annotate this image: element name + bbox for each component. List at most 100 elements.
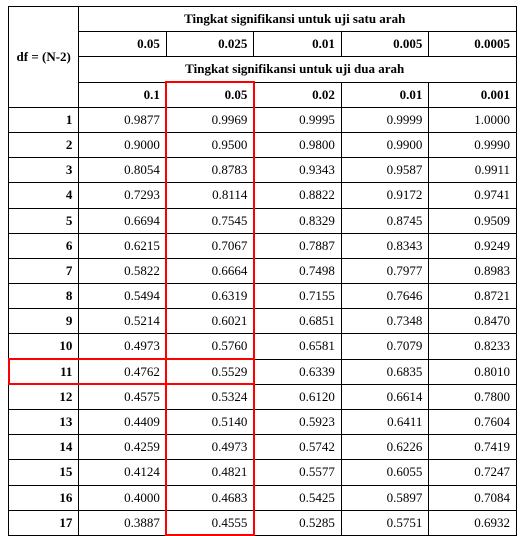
df-cell: 17 bbox=[9, 510, 79, 535]
one-tail-levels-row: 0.05 0.025 0.01 0.005 0.0005 bbox=[9, 32, 517, 57]
table-row: 30.80540.87830.93430.95870.9911 bbox=[9, 158, 517, 183]
value-cell: 0.7247 bbox=[429, 460, 517, 485]
table-row: 140.42590.49730.57420.62260.7419 bbox=[9, 435, 517, 460]
two-tail-level: 0.001 bbox=[429, 82, 517, 107]
value-cell: 0.6835 bbox=[341, 359, 429, 384]
value-cell: 0.5742 bbox=[254, 435, 342, 460]
df-cell: 14 bbox=[9, 435, 79, 460]
one-tail-level: 0.05 bbox=[79, 32, 167, 57]
df-cell: 8 bbox=[9, 284, 79, 309]
value-cell: 0.6319 bbox=[166, 284, 254, 309]
value-cell: 0.9172 bbox=[341, 183, 429, 208]
df-cell: 1 bbox=[9, 107, 79, 132]
value-cell: 0.7084 bbox=[429, 485, 517, 510]
value-cell: 0.9999 bbox=[341, 107, 429, 132]
value-cell: 0.8343 bbox=[341, 233, 429, 258]
value-cell: 0.4575 bbox=[79, 384, 167, 409]
value-cell: 0.8010 bbox=[429, 359, 517, 384]
df-cell: 6 bbox=[9, 233, 79, 258]
value-cell: 0.8745 bbox=[341, 208, 429, 233]
value-cell: 0.7348 bbox=[341, 309, 429, 334]
table-row: 150.41240.48210.55770.60550.7247 bbox=[9, 460, 517, 485]
value-cell: 0.7604 bbox=[429, 410, 517, 435]
table-row: 100.49730.57600.65810.70790.8233 bbox=[9, 334, 517, 359]
value-cell: 0.6614 bbox=[341, 384, 429, 409]
value-cell: 0.4973 bbox=[79, 334, 167, 359]
table-row: 90.52140.60210.68510.73480.8470 bbox=[9, 309, 517, 334]
value-cell: 0.7293 bbox=[79, 183, 167, 208]
table-row: 110.47620.55290.63390.68350.8010 bbox=[9, 359, 517, 384]
value-cell: 0.8233 bbox=[429, 334, 517, 359]
value-cell: 0.5494 bbox=[79, 284, 167, 309]
value-cell: 0.9877 bbox=[79, 107, 167, 132]
value-cell: 0.5822 bbox=[79, 258, 167, 283]
value-cell: 0.9249 bbox=[429, 233, 517, 258]
table-row: 10.98770.99690.99950.99991.0000 bbox=[9, 107, 517, 132]
value-cell: 0.6215 bbox=[79, 233, 167, 258]
one-tail-level: 0.01 bbox=[254, 32, 342, 57]
value-cell: 0.8114 bbox=[166, 183, 254, 208]
value-cell: 0.4124 bbox=[79, 460, 167, 485]
value-cell: 0.7155 bbox=[254, 284, 342, 309]
value-cell: 0.4555 bbox=[166, 510, 254, 535]
value-cell: 0.9000 bbox=[79, 132, 167, 157]
table-row: 130.44090.51400.59230.64110.7604 bbox=[9, 410, 517, 435]
two-tail-header: Tingkat signifikansi untuk uji dua arah bbox=[79, 57, 517, 82]
value-cell: 0.9509 bbox=[429, 208, 517, 233]
df-header: df = (N-2) bbox=[9, 7, 79, 108]
value-cell: 0.5897 bbox=[341, 485, 429, 510]
value-cell: 0.4762 bbox=[79, 359, 167, 384]
value-cell: 0.3887 bbox=[79, 510, 167, 535]
value-cell: 0.8329 bbox=[254, 208, 342, 233]
one-tail-level: 0.0005 bbox=[429, 32, 517, 57]
value-cell: 0.9587 bbox=[341, 158, 429, 183]
value-cell: 0.6055 bbox=[341, 460, 429, 485]
value-cell: 0.5214 bbox=[79, 309, 167, 334]
value-cell: 0.4409 bbox=[79, 410, 167, 435]
df-cell: 11 bbox=[9, 359, 79, 384]
value-cell: 0.7887 bbox=[254, 233, 342, 258]
value-cell: 0.6339 bbox=[254, 359, 342, 384]
value-cell: 0.5324 bbox=[166, 384, 254, 409]
value-cell: 0.9500 bbox=[166, 132, 254, 157]
df-cell: 7 bbox=[9, 258, 79, 283]
table-row: 50.66940.75450.83290.87450.9509 bbox=[9, 208, 517, 233]
value-cell: 0.7419 bbox=[429, 435, 517, 460]
df-cell: 12 bbox=[9, 384, 79, 409]
value-cell: 0.8822 bbox=[254, 183, 342, 208]
value-cell: 0.5751 bbox=[341, 510, 429, 535]
value-cell: 0.6664 bbox=[166, 258, 254, 283]
value-cell: 0.9969 bbox=[166, 107, 254, 132]
value-cell: 0.7800 bbox=[429, 384, 517, 409]
df-cell: 13 bbox=[9, 410, 79, 435]
table-row: 70.58220.66640.74980.79770.8983 bbox=[9, 258, 517, 283]
value-cell: 0.5577 bbox=[254, 460, 342, 485]
value-cell: 0.6851 bbox=[254, 309, 342, 334]
value-cell: 0.4683 bbox=[166, 485, 254, 510]
value-cell: 0.9741 bbox=[429, 183, 517, 208]
value-cell: 0.5760 bbox=[166, 334, 254, 359]
value-cell: 0.5425 bbox=[254, 485, 342, 510]
value-cell: 0.6411 bbox=[341, 410, 429, 435]
value-cell: 0.6120 bbox=[254, 384, 342, 409]
value-cell: 0.9995 bbox=[254, 107, 342, 132]
value-cell: 0.7079 bbox=[341, 334, 429, 359]
value-cell: 0.8783 bbox=[166, 158, 254, 183]
two-tail-levels-row: 0.1 0.05 0.02 0.01 0.001 bbox=[9, 82, 517, 107]
value-cell: 0.9800 bbox=[254, 132, 342, 157]
value-cell: 0.5529 bbox=[166, 359, 254, 384]
df-cell: 10 bbox=[9, 334, 79, 359]
stat-table-container: df = (N-2) Tingkat signifikansi untuk uj… bbox=[0, 0, 525, 515]
correlation-critical-values-table: df = (N-2) Tingkat signifikansi untuk uj… bbox=[8, 6, 517, 536]
value-cell: 0.9990 bbox=[429, 132, 517, 157]
df-cell: 9 bbox=[9, 309, 79, 334]
value-cell: 0.8721 bbox=[429, 284, 517, 309]
df-cell: 16 bbox=[9, 485, 79, 510]
value-cell: 0.5140 bbox=[166, 410, 254, 435]
one-tail-level: 0.005 bbox=[341, 32, 429, 57]
df-cell: 4 bbox=[9, 183, 79, 208]
df-cell: 3 bbox=[9, 158, 79, 183]
df-cell: 2 bbox=[9, 132, 79, 157]
value-cell: 0.6932 bbox=[429, 510, 517, 535]
table-row: 20.90000.95000.98000.99000.9990 bbox=[9, 132, 517, 157]
